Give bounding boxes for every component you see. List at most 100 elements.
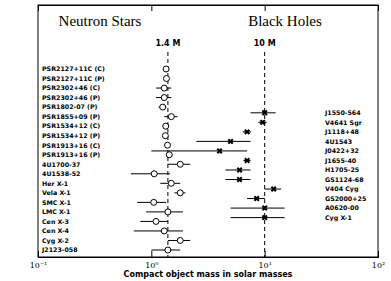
object-label: PSR1802-07 (P) bbox=[42, 103, 98, 110]
x-axis-title: Compact object mass in solar masses bbox=[124, 270, 293, 279]
error-bar bbox=[134, 230, 183, 231]
x-tick: 10⁰ bbox=[145, 251, 158, 270]
data-point bbox=[165, 142, 171, 148]
object-label: 4U1700-37 bbox=[42, 161, 80, 168]
x-tick-top bbox=[378, 5, 379, 11]
data-point bbox=[168, 114, 174, 120]
object-label: Cyg X-2 bbox=[42, 237, 69, 245]
x-axis-line bbox=[39, 251, 379, 258]
error-bar bbox=[231, 208, 285, 209]
object-label: LMC X-1 bbox=[42, 208, 70, 215]
object-label: Cen X-4 bbox=[42, 227, 70, 234]
data-point bbox=[252, 194, 261, 203]
data-point bbox=[243, 156, 252, 165]
object-label: GS2000+25 bbox=[325, 195, 366, 202]
x-tick: 10¹ bbox=[258, 251, 271, 270]
data-point bbox=[215, 146, 224, 155]
x-tick-top bbox=[38, 5, 39, 11]
object-label: Vela X-1 bbox=[42, 189, 71, 196]
data-point bbox=[153, 218, 159, 224]
x-tick-mark-top bbox=[151, 5, 152, 11]
object-label: J2123-058 bbox=[41, 246, 78, 254]
data-point bbox=[165, 247, 171, 253]
object-label: J1118+48 bbox=[324, 128, 359, 136]
data-point bbox=[168, 180, 174, 186]
x-axis-top-line bbox=[39, 6, 379, 12]
data-point bbox=[163, 76, 169, 82]
x-axis-top bbox=[39, 5, 379, 11]
object-label: 4U1543 bbox=[325, 138, 352, 145]
x-tick-top bbox=[265, 5, 266, 11]
object-label: J0422+32 bbox=[324, 147, 359, 155]
object-label: PSR1913+16 (C) bbox=[42, 142, 100, 149]
object-label: Her X-1 bbox=[42, 180, 68, 187]
plot-frame bbox=[38, 5, 378, 257]
reference-line bbox=[264, 52, 265, 257]
data-point bbox=[165, 209, 171, 215]
data-point bbox=[226, 137, 235, 146]
object-label: H1705-25 bbox=[325, 166, 359, 173]
x-tick-label: 10⁰ bbox=[145, 261, 158, 270]
x-axis: 10⁻¹ 10⁰ 10¹ 10² bbox=[30, 251, 386, 270]
object-label: V404 Cyg bbox=[325, 185, 358, 193]
x-tick-mark bbox=[378, 251, 379, 257]
object-label: PSR1534+12 (C) bbox=[42, 122, 100, 129]
object-label: PSR2127+11C (C) bbox=[42, 65, 105, 72]
x-tick-label: 10⁻¹ bbox=[30, 261, 48, 270]
x-tick-mark bbox=[151, 251, 152, 257]
error-bar bbox=[231, 217, 285, 218]
object-label: V4641 Sgr bbox=[325, 119, 363, 127]
data-point bbox=[177, 237, 183, 243]
object-label: J1655-40 bbox=[324, 157, 357, 165]
x-tick: 10⁻¹ bbox=[30, 251, 48, 270]
reference-label: 10 M bbox=[254, 39, 276, 48]
data-point bbox=[177, 190, 183, 196]
object-label: PSR1534+12 (P) bbox=[42, 132, 100, 139]
data-point bbox=[260, 204, 269, 213]
data-point bbox=[163, 123, 169, 129]
data-point bbox=[162, 133, 168, 139]
reference-label: 1.4 M bbox=[155, 39, 180, 48]
data-point bbox=[151, 199, 157, 205]
object-label: PSR2127+11C (P) bbox=[42, 75, 105, 82]
data-point bbox=[161, 85, 167, 91]
error-bar bbox=[131, 173, 170, 174]
chart: 10⁻¹ 10⁰ 10¹ 10² Compact object mass in sola… bbox=[0, 0, 391, 281]
object-label: A0620-00 bbox=[325, 204, 359, 211]
data-point bbox=[260, 213, 269, 222]
data-point bbox=[177, 161, 183, 167]
marks bbox=[131, 52, 285, 257]
data-point bbox=[269, 185, 278, 194]
object-label: PSR1913+16 (P) bbox=[42, 151, 100, 158]
data-point bbox=[235, 166, 244, 175]
object-label: PSR1855+09 (P) bbox=[42, 113, 100, 120]
data-point bbox=[243, 127, 252, 136]
data-point bbox=[160, 104, 166, 110]
data-point bbox=[151, 171, 157, 177]
data-point bbox=[235, 175, 244, 184]
x-tick-label: 10¹ bbox=[258, 261, 271, 270]
object-label: PSR2302+46 (C) bbox=[42, 84, 100, 91]
object-label: GS1124-68 bbox=[325, 176, 364, 183]
object-label: SMC X-1 bbox=[42, 199, 71, 206]
object-label: Cyg X-1 bbox=[325, 214, 352, 222]
object-label: 4U1538-52 bbox=[42, 170, 80, 177]
object-label: Cen X-3 bbox=[42, 218, 69, 225]
object-label: J1550-564 bbox=[324, 109, 361, 117]
x-tick: 10² bbox=[372, 251, 385, 270]
data-point bbox=[161, 228, 167, 234]
object-label: PSR2302+46 (P) bbox=[42, 94, 100, 101]
series-heading: Black Holes bbox=[248, 13, 322, 29]
data-point bbox=[163, 66, 169, 72]
data-point bbox=[258, 118, 267, 127]
series-heading: Neutron Stars bbox=[59, 13, 142, 29]
data-point bbox=[166, 152, 172, 158]
error-bar bbox=[196, 141, 250, 142]
error-bar bbox=[151, 150, 247, 151]
x-tick-mark bbox=[38, 251, 39, 257]
x-tick-mark-top bbox=[265, 5, 266, 11]
data-point bbox=[260, 108, 269, 117]
x-tick-top bbox=[151, 5, 152, 11]
x-tick-mark-top bbox=[378, 5, 379, 11]
x-tick-label: 10² bbox=[372, 261, 385, 270]
